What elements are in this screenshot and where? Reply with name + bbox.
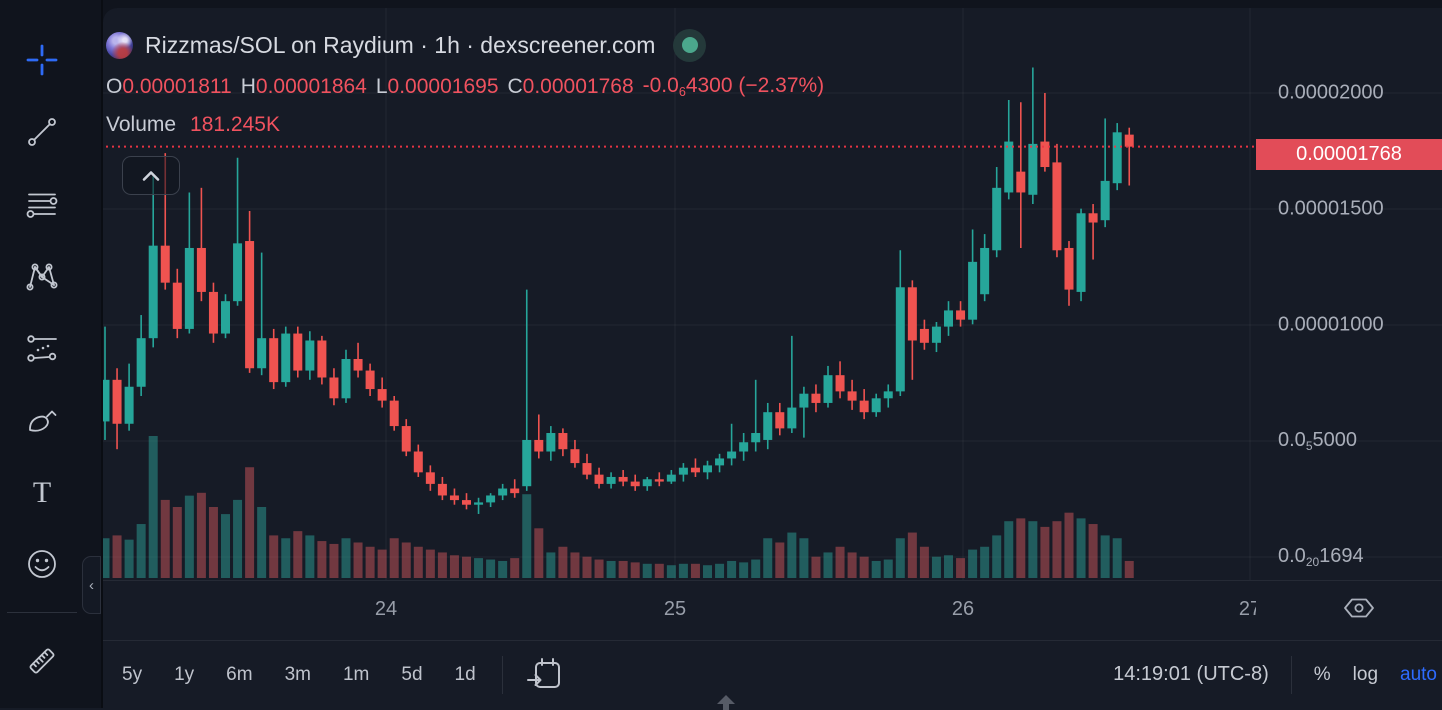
price-axis-tick-label: 0.0201694 bbox=[1278, 545, 1364, 569]
top-strip bbox=[101, 0, 1442, 8]
range-1m-button[interactable]: 1m bbox=[342, 663, 370, 685]
time-axis-tick-label: 24 bbox=[374, 598, 398, 620]
time-axis-tick-label: 25 bbox=[663, 598, 687, 620]
ohlc-row: O0.00001811 H0.00001864 L0.00001695 C0.0… bbox=[106, 74, 824, 100]
time-axis-tick-label: 27 bbox=[1238, 598, 1256, 620]
toolbar-separator bbox=[501, 655, 503, 694]
price-axis-tick-label: 0.00001500 bbox=[1278, 197, 1384, 220]
chart-legend: Rizzmas/SOL on Raydium · 1h · dexscreene… bbox=[106, 28, 824, 138]
range-6m-button[interactable]: 6m bbox=[226, 663, 253, 685]
range-1y-button[interactable]: 1y bbox=[174, 663, 195, 685]
log-scale-button[interactable]: log bbox=[1352, 663, 1379, 685]
auto-scale-button[interactable]: auto bbox=[1400, 663, 1437, 685]
percent-scale-button[interactable]: % bbox=[1313, 663, 1331, 685]
range-3m-button[interactable]: 3m bbox=[284, 663, 311, 685]
volume-value: 181.245K bbox=[190, 113, 280, 136]
emoji-tool-icon[interactable] bbox=[25, 547, 59, 581]
token-avatar bbox=[106, 31, 133, 59]
time-axis-separator bbox=[102, 580, 1442, 581]
time-axis[interactable]: 24 25 26 27 bbox=[102, 581, 1256, 637]
last-price-label: 0.00001768 bbox=[1256, 139, 1442, 170]
measure-ruler-tool-icon[interactable] bbox=[25, 644, 59, 678]
axis-settings-gear-icon[interactable] bbox=[1342, 591, 1376, 625]
bottom-toolbar-separator bbox=[102, 640, 1442, 641]
svg-text:T: T bbox=[33, 476, 51, 509]
volume-label[interactable]: Volume bbox=[106, 113, 177, 136]
close-value: 0.00001768 bbox=[522, 75, 634, 98]
go-to-date-icon[interactable] bbox=[525, 655, 565, 695]
date-range-buttons: 5y 1y 6m 3m 1m 5d 1d bbox=[122, 664, 476, 686]
crosshair-tool-icon[interactable] bbox=[25, 43, 59, 77]
toolbar-divider bbox=[7, 612, 77, 613]
brush-tool-icon[interactable] bbox=[25, 403, 59, 437]
range-5d-button[interactable]: 5d bbox=[401, 663, 423, 685]
price-axis-tick-label: 0.055000 bbox=[1278, 429, 1357, 453]
chevron-left-icon: ‹ bbox=[89, 576, 94, 594]
low-value: 0.00001695 bbox=[387, 75, 499, 98]
time-axis-tick-label: 26 bbox=[951, 598, 975, 620]
high-value: 0.00001864 bbox=[255, 75, 367, 98]
toolbar-collapse-handle[interactable]: ‹ bbox=[82, 556, 101, 614]
range-1d-button[interactable]: 1d bbox=[454, 663, 476, 685]
price-axis-tick-label: 0.00002000 bbox=[1278, 81, 1384, 104]
xabcd-pattern-tool-icon[interactable] bbox=[25, 259, 59, 293]
session-clock[interactable]: 14:19:01 (UTC-8) bbox=[1113, 663, 1269, 685]
volume-row: Volume 181.245K bbox=[106, 112, 824, 138]
change-value: -0.064300 (−2.37%) bbox=[642, 74, 825, 100]
chevron-up-icon bbox=[142, 170, 160, 181]
close-label: C bbox=[507, 75, 523, 98]
price-axis-tick-label: 0.00001000 bbox=[1278, 313, 1384, 336]
open-label: O bbox=[106, 75, 123, 98]
price-axis[interactable]: 0.00001768 0.00002000 0.00001500 0.0000100… bbox=[1256, 8, 1442, 580]
symbol-title[interactable]: Rizzmas/SOL on Raydium · 1h · dexscreene… bbox=[145, 31, 656, 58]
scale-controls: 14:19:01 (UTC-8) % log auto bbox=[1113, 641, 1437, 708]
forecast-tool-icon[interactable] bbox=[25, 331, 59, 365]
high-label: H bbox=[240, 75, 256, 98]
range-5y-button[interactable]: 5y bbox=[122, 663, 143, 685]
open-value: 0.00001811 bbox=[122, 75, 232, 98]
toolbar-separator bbox=[1290, 655, 1292, 694]
expand-pane-arrow-icon[interactable] bbox=[714, 694, 738, 710]
text-tool-icon[interactable]: T bbox=[25, 475, 59, 509]
fib-lines-tool-icon[interactable] bbox=[25, 187, 59, 221]
connection-status-dot bbox=[673, 28, 707, 62]
pane-corner bbox=[103, 8, 117, 22]
low-label: L bbox=[375, 75, 388, 98]
bottom-toolbar: 5y 1y 6m 3m 1m 5d 1d 14:19:01 (UTC-8) % … bbox=[102, 641, 1442, 708]
restore-pane-button[interactable] bbox=[122, 156, 180, 195]
trend-line-tool-icon[interactable] bbox=[25, 115, 59, 149]
